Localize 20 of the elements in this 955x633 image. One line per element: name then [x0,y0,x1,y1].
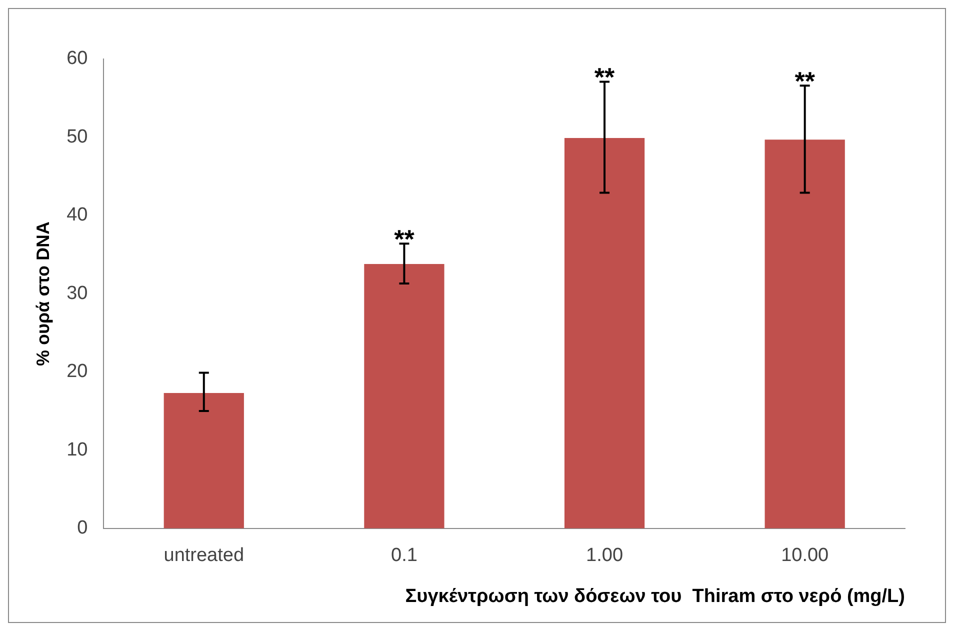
y-tick-label: 60 [66,48,88,70]
y-tick-label: 20 [66,361,88,382]
y-tick-label: 40 [66,204,88,226]
y-tick-label: 10 [66,439,88,460]
x-tick-label: 10.00 [781,545,829,566]
x-tick-label: 1.00 [586,545,624,566]
x-tick-label: 0.1 [391,545,418,566]
x-axis-title: Συγκέντρωση των δόσεων του Thiram στο νερό (mg/L) [405,586,905,607]
annotation: ** [594,62,616,92]
bar [164,393,244,528]
bar [564,138,645,528]
x-tick-label: untreated [164,545,244,566]
bar [364,264,444,528]
y-tick-label: 50 [66,126,88,148]
y-tick-label: 0 [77,518,88,539]
annotation: ** [794,66,816,96]
annotation: ** [394,224,416,254]
y-tick-label: 30 [66,282,88,304]
y-axis-title: % ουρά στο DNA [32,221,53,366]
bar [764,140,845,528]
